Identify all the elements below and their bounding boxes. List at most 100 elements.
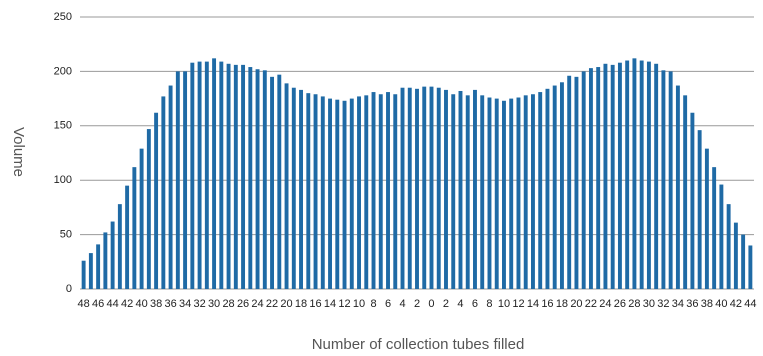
x-tick-label: 12 <box>338 298 350 310</box>
y-axis-title: Volume <box>10 127 27 177</box>
bar <box>212 58 217 290</box>
bar <box>291 87 296 289</box>
bar <box>277 74 282 289</box>
bar <box>393 94 398 289</box>
x-tick-label: 34 <box>672 298 684 310</box>
bar <box>726 204 731 289</box>
bar <box>132 167 137 289</box>
bar <box>617 62 622 289</box>
x-tick-label: 24 <box>251 298 263 310</box>
bar <box>458 90 463 289</box>
x-tick-label: 10 <box>353 298 365 310</box>
bar <box>284 83 289 289</box>
bar <box>502 100 506 289</box>
bar <box>668 71 673 290</box>
y-tick-label: 150 <box>54 120 72 132</box>
x-tick-label: 26 <box>237 298 249 310</box>
bar <box>704 148 709 289</box>
x-tick-label: 26 <box>614 298 626 310</box>
bar <box>451 94 456 289</box>
bar <box>125 185 130 289</box>
bar <box>429 86 434 289</box>
x-tick-label: 8 <box>370 298 376 310</box>
bar <box>371 92 376 290</box>
bar <box>96 244 101 289</box>
bar <box>610 64 615 289</box>
bar <box>161 96 166 289</box>
bar <box>357 96 361 289</box>
bar <box>248 67 253 289</box>
bar <box>639 60 644 289</box>
bar <box>509 98 514 289</box>
bar <box>523 95 528 289</box>
bar <box>588 68 593 289</box>
bar <box>146 129 151 289</box>
bar <box>233 64 238 289</box>
x-tick-label: 34 <box>179 298 191 310</box>
bar <box>748 245 753 289</box>
bar <box>574 76 579 289</box>
x-tick-label: 44 <box>744 298 756 310</box>
x-tick-label: 32 <box>657 298 669 310</box>
x-tick-label: 30 <box>643 298 655 310</box>
bar <box>364 95 369 289</box>
x-tick-label: 16 <box>309 298 321 310</box>
bar <box>516 97 521 290</box>
x-tick-label: 6 <box>472 298 478 310</box>
bar <box>386 92 390 290</box>
x-tick-label: 18 <box>295 298 307 310</box>
bar <box>733 222 738 289</box>
bar <box>88 253 93 289</box>
bar <box>320 96 325 289</box>
bar <box>444 89 448 290</box>
x-tick-label: 18 <box>556 298 568 310</box>
bar <box>415 88 419 289</box>
bar <box>197 61 202 289</box>
x-tick-label: 42 <box>121 298 133 310</box>
bar <box>661 70 666 289</box>
bar <box>313 94 318 289</box>
bar <box>241 64 246 289</box>
x-tick-label: 36 <box>686 298 698 310</box>
x-tick-label: 28 <box>628 298 640 310</box>
bar <box>306 93 311 289</box>
x-tick-label: 40 <box>715 298 727 310</box>
bar <box>719 184 724 289</box>
y-tick-label: 0 <box>66 283 72 295</box>
bar <box>559 82 564 289</box>
bar <box>487 97 492 290</box>
bar <box>683 95 688 289</box>
x-tick-label: 38 <box>701 298 713 310</box>
bar <box>400 87 405 289</box>
x-tick-label: 14 <box>324 298 336 310</box>
x-tick-label: 36 <box>164 298 176 310</box>
bar <box>204 61 209 289</box>
x-tick-label: 28 <box>222 298 234 310</box>
bar <box>675 85 680 289</box>
bar <box>139 148 144 289</box>
bar <box>349 98 354 289</box>
bar <box>190 62 195 289</box>
x-tick-label: 48 <box>77 298 89 310</box>
x-tick-label: 44 <box>106 298 118 310</box>
bar <box>494 98 499 289</box>
bar <box>480 95 485 289</box>
x-tick-label: 22 <box>266 298 278 310</box>
x-tick-label: 2 <box>443 298 449 310</box>
bar <box>407 87 412 289</box>
bar <box>552 85 557 289</box>
bar <box>168 85 173 289</box>
bar <box>436 87 441 289</box>
x-tick-label: 20 <box>570 298 582 310</box>
x-tick-label: 30 <box>208 298 220 310</box>
bar <box>299 89 303 290</box>
bar <box>81 260 86 289</box>
bar <box>654 63 659 290</box>
bar <box>697 130 702 289</box>
x-tick-label: 10 <box>498 298 510 310</box>
x-tick-label: 46 <box>92 298 104 310</box>
bar <box>712 167 717 289</box>
bar <box>219 61 224 289</box>
x-tick-label: 40 <box>135 298 147 310</box>
